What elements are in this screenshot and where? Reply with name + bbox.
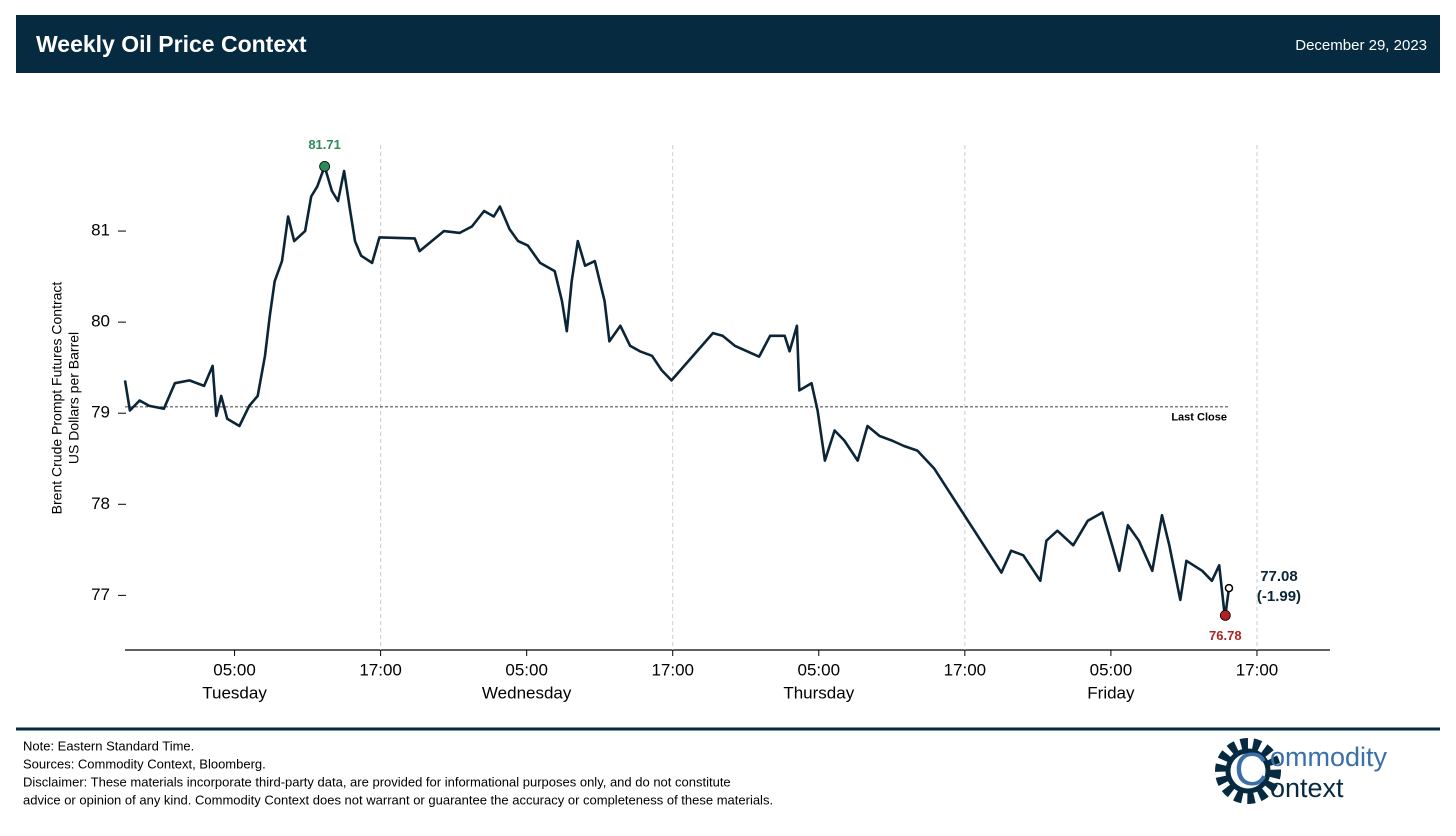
last-close-label: Last Close [1171,412,1227,424]
logo: C ommodity ontext [1215,738,1388,804]
y-tick-label: 81 [91,221,110,240]
last-marker [1224,583,1234,593]
x-tick-label: 05:00 [798,660,841,679]
x-tick-label: 05:00 [505,660,548,679]
logo-gear [1215,738,1281,804]
x-tick-label: 05:00 [213,660,256,679]
logo-text: ommodity [1270,742,1388,772]
footer-note: Disclaimer: These materials incorporate … [23,774,731,789]
x-tick-label: 17:00 [651,660,694,679]
y-tick-label: 79 [91,403,110,422]
high-label: 81.71 [308,137,341,152]
title: Weekly Oil Price Context [36,31,307,57]
y-label: US Dollars per Barrel [66,332,82,464]
footer-note: Sources: Commodity Context, Bloomberg. [23,756,266,771]
x-day-label: Friday [1087,683,1135,702]
y-label: Brent Crude Prompt Futures Contract [49,282,65,515]
low-marker [1219,609,1231,621]
logo-c: C [1234,743,1267,795]
x-day-label: Tuesday [202,683,267,702]
footer-note: advice or opinion of any kind. Commodity… [23,792,773,807]
x-tick-label: 17:00 [944,660,987,679]
footer-note: Note: Eastern Standard Time. [23,738,194,753]
last-label: 77.08 [1260,568,1298,585]
x-day-label: Wednesday [482,683,572,702]
low-label: 76.78 [1209,628,1242,643]
price-line [123,165,1231,617]
y-tick-label: 78 [91,494,110,513]
logo-text: ontext [1270,773,1344,803]
x-tick-label: 17:00 [359,660,402,679]
y-tick-label: 80 [91,312,110,331]
header-bar [16,15,1440,73]
y-tick-label: 77 [91,585,110,604]
logo-ring [1225,748,1271,794]
x-tick-label: 17:00 [1236,660,1279,679]
last-change: (-1.99) [1257,588,1301,605]
x-day-label: Thursday [783,683,854,702]
date: December 29, 2023 [1295,37,1427,54]
high-marker [319,161,331,172]
x-tick-label: 05:00 [1090,660,1133,679]
